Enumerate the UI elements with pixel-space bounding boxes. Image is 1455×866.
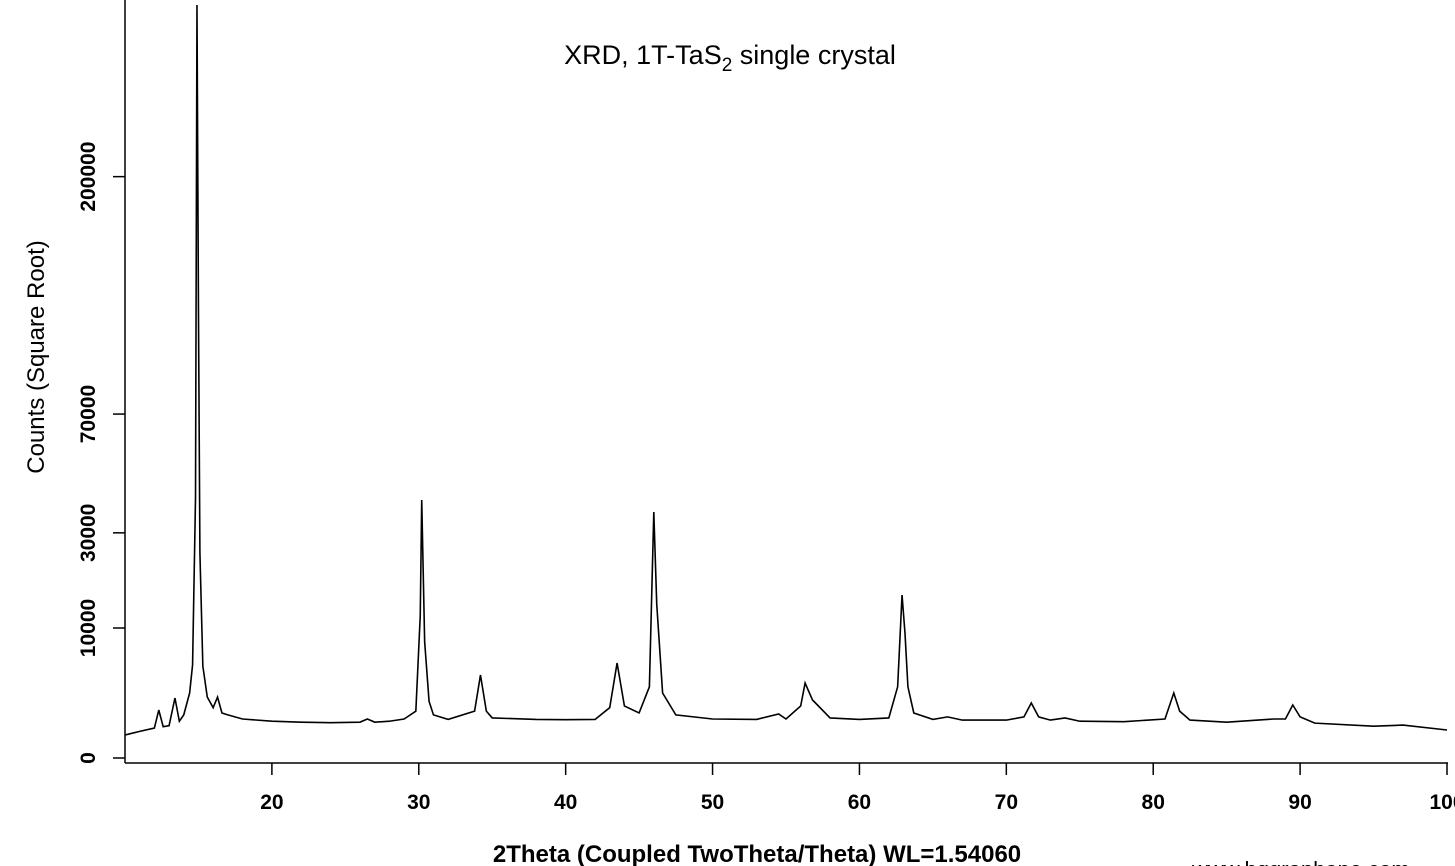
x-tick-label: 90	[1288, 791, 1311, 814]
x-tick-label: 30	[407, 791, 430, 814]
x-tick-label: 40	[554, 791, 577, 814]
x-tick-label: 60	[848, 791, 871, 814]
x-tick-label: 20	[260, 791, 283, 814]
x-tick-label: 70	[995, 791, 1018, 814]
x-tick-label: 100	[1429, 791, 1455, 814]
title-main: XRD, 1T-TaS	[564, 40, 722, 70]
y-tick-label: 10000	[77, 599, 100, 657]
chart-title: XRD, 1T-TaS2 single crystal	[564, 40, 896, 76]
x-tick-label: 50	[701, 791, 724, 814]
y-tick-label: 0	[77, 752, 100, 764]
y-tick-label: 30000	[77, 504, 100, 562]
title-subscript: 2	[722, 55, 733, 76]
y-axis-label: Counts (Square Root)	[23, 240, 50, 473]
data-line	[124, 5, 1448, 736]
y-tick-label: 200000	[77, 142, 100, 212]
title-rest: single crystal	[732, 40, 896, 70]
watermark: www.hqgraphene.com	[1191, 857, 1410, 866]
x-tick-label: 80	[1142, 791, 1165, 814]
x-axis-label: 2Theta (Coupled TwoTheta/Theta) WL=1.540…	[493, 841, 1021, 866]
y-tick-label: 70000	[77, 385, 100, 443]
